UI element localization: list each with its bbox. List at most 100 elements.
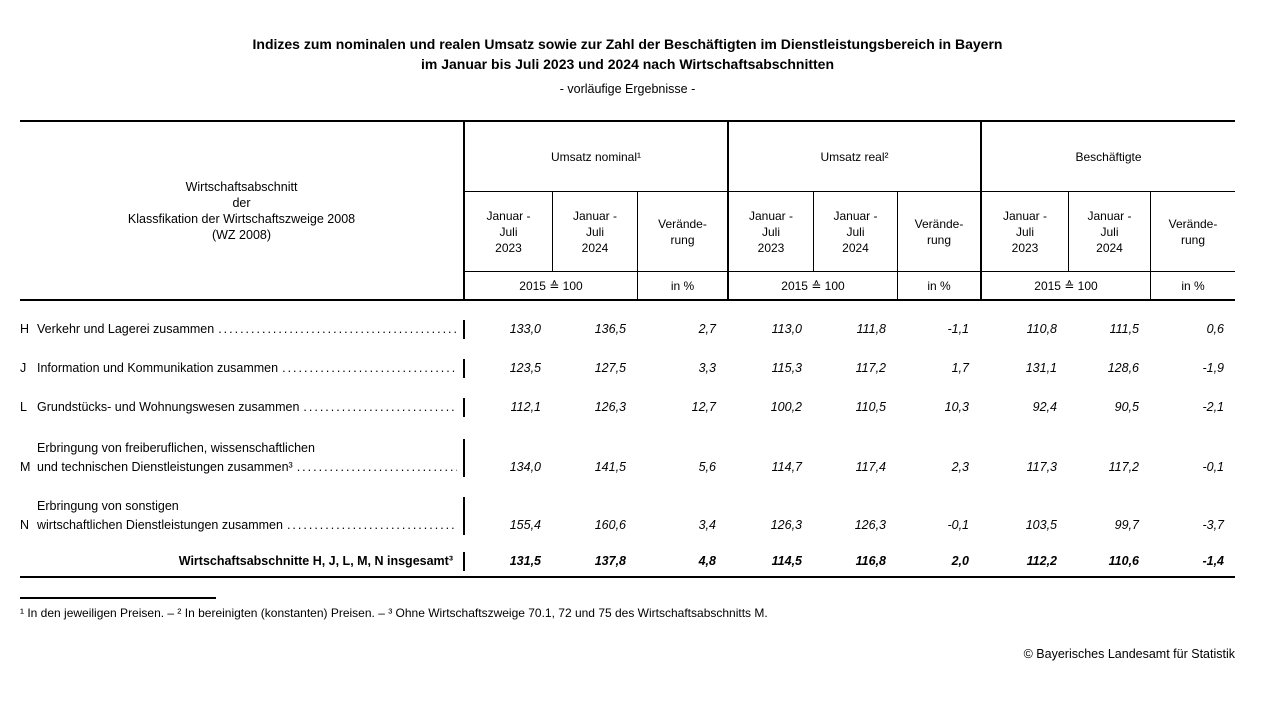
value-cell: -0,1	[1202, 460, 1224, 474]
row-label: Erbringung von sonstigen wirtschaftliche…	[37, 497, 463, 535]
value-cell: 123,5	[509, 361, 541, 375]
value-cell: 103,5	[1025, 518, 1057, 532]
value-cell: 110,5	[855, 400, 886, 414]
value-cell: -0,1	[947, 518, 969, 532]
value-cell: 126,3	[770, 518, 802, 532]
row-values: 133,0 136,5 2,7 113,0 111,8 -1,1 110,8 1…	[465, 320, 1235, 339]
value-cell: 128,6	[1107, 361, 1139, 375]
unit-besch-index: 2015 ≙ 100	[980, 272, 1150, 299]
stub-header: Wirtschaftsabschnitt der Klassfikation d…	[20, 122, 465, 299]
value-cell: 117,2	[1108, 460, 1139, 474]
value-cell: 110,8	[1026, 322, 1057, 336]
value-cell: 111,8	[856, 322, 886, 336]
dot-leader	[303, 398, 457, 417]
dot-leader	[218, 320, 457, 339]
row-label: Information und Kommunikation zusammen	[37, 359, 463, 378]
value-cell: 5,6	[698, 460, 716, 474]
row-label-cell: J Information und Kommunikation zusammen	[20, 359, 465, 378]
table-row-l: L Grundstücks- und Wohnungswesen zusamme…	[20, 386, 1235, 425]
row-values: 123,5 127,5 3,3 115,3 117,2 1,7 131,1 12…	[465, 359, 1235, 378]
copyright-notice: © Bayerisches Landesamt für Statistik	[1023, 647, 1235, 661]
table-header: Wirtschaftsabschnitt der Klassfikation d…	[20, 120, 1235, 301]
value-cell: 10,3	[944, 400, 969, 414]
footnote-divider	[20, 597, 216, 599]
row-label-cell: M Erbringung von freiberuflichen, wissen…	[20, 439, 465, 477]
value-cell: 2,0	[951, 554, 969, 568]
row-label-text-2: wirtschaftlichen Dienstleistungen zusamm…	[37, 518, 283, 532]
value-cell: 117,2	[855, 361, 886, 375]
col-header-besch-2023: Januar - Juli 2023	[980, 192, 1068, 272]
value-cell: 137,8	[594, 554, 626, 568]
value-cell: -1,4	[1202, 554, 1224, 568]
col-header-real-2023: Januar - Juli 2023	[727, 192, 813, 272]
row-label-cell: N Erbringung von sonstigen wirtschaftlic…	[20, 497, 465, 535]
row-label: Erbringung von freiberuflichen, wissensc…	[37, 439, 463, 477]
value-cell: 115,3	[771, 361, 802, 375]
value-cell: 134,0	[509, 460, 541, 474]
value-cell: 1,7	[951, 361, 969, 375]
value-cell: -1,9	[1202, 361, 1224, 375]
row-label-text: Information und Kommunikation zusammen	[37, 361, 279, 375]
unit-real-percent: in %	[897, 272, 980, 299]
row-label-cell: L Grundstücks- und Wohnungswesen zusamme…	[20, 398, 465, 417]
value-cell: -1,1	[947, 322, 969, 336]
row-values: 134,0 141,5 5,6 114,7 117,4 2,3 117,3 11…	[465, 458, 1235, 477]
unit-real-index: 2015 ≙ 100	[727, 272, 897, 299]
value-cell: -2,1	[1202, 400, 1224, 414]
col-header-nominal-2023: Januar - Juli 2023	[465, 192, 552, 272]
page-subtitle: - vorläufige Ergebnisse -	[559, 82, 696, 96]
value-cell: 136,5	[594, 322, 626, 336]
col-header-nominal-change: Verände- rung	[637, 192, 727, 272]
section-letter: H	[20, 322, 30, 336]
value-cell: 3,4	[698, 518, 716, 532]
value-cell: 114,7	[771, 460, 802, 474]
row-label-text: Verkehr und Lagerei zusammen	[37, 322, 215, 336]
value-cell: 99,7	[1114, 518, 1139, 532]
value-cell: 12,7	[691, 400, 716, 414]
row-label-text-2: und technischen Dienstleistungen zusamme…	[37, 460, 293, 474]
col-header-real-2024: Januar - Juli 2024	[813, 192, 897, 272]
value-cell: 141,5	[594, 460, 626, 474]
row-label-text: Erbringung von freiberuflichen, wissensc…	[37, 441, 315, 455]
col-header-besch-change: Verände- rung	[1150, 192, 1235, 272]
section-letter: N	[20, 518, 30, 532]
value-cell: 131,1	[1025, 361, 1057, 375]
value-cell: 112,2	[1026, 554, 1057, 568]
value-cell: 2,3	[951, 460, 969, 474]
group-header-beschaeftigte: Beschäftigte	[980, 122, 1235, 192]
table-row-n: N Erbringung von sonstigen wirtschaftlic…	[20, 485, 1235, 543]
unit-nominal-percent: in %	[637, 272, 727, 299]
table-row-h: H Verkehr und Lagerei zusammen 133,0 136…	[20, 301, 1235, 347]
value-cell: 127,5	[594, 361, 626, 375]
value-cell: 113,0	[771, 322, 802, 336]
value-cell: 0,6	[1206, 322, 1224, 336]
footnote: ¹ In den jeweiligen Preisen. – ² In bere…	[20, 606, 768, 620]
page-title-line-1: Indizes zum nominalen und realen Umsatz …	[252, 36, 1003, 52]
col-header-besch-2024: Januar - Juli 2024	[1068, 192, 1150, 272]
section-letter: M	[20, 460, 31, 474]
row-label-cell: Wirtschaftsabschnitte H, J, L, M, N insg…	[20, 552, 465, 571]
value-cell: 111,5	[1109, 322, 1139, 336]
row-label: Grundstücks- und Wohnungswesen zusammen	[37, 398, 463, 417]
table-row-j: J Information und Kommunikation zusammen…	[20, 347, 1235, 386]
title-block: Indizes zum nominalen und realen Umsatz …	[20, 0, 1235, 98]
value-cell: 116,8	[855, 554, 886, 568]
value-cell: 110,6	[1108, 554, 1139, 568]
value-cell: 117,3	[1026, 460, 1057, 474]
value-cell: 4,8	[698, 554, 716, 568]
value-cell: 3,3	[698, 361, 716, 375]
row-label: Verkehr und Lagerei zusammen	[37, 320, 463, 339]
value-cell: -3,7	[1202, 518, 1224, 532]
table-row-total: Wirtschaftsabschnitte H, J, L, M, N insg…	[20, 543, 1235, 576]
row-values: 112,1 126,3 12,7 100,2 110,5 10,3 92,4 9…	[465, 398, 1235, 417]
unit-besch-percent: in %	[1150, 272, 1235, 299]
value-cell: 126,3	[594, 400, 626, 414]
value-cell: 155,4	[509, 518, 541, 532]
row-label-text: Erbringung von sonstigen	[37, 499, 179, 513]
value-cell: 90,5	[1114, 400, 1139, 414]
section-letter: J	[20, 361, 27, 375]
col-header-real-change: Verände- rung	[897, 192, 980, 272]
section-letter: L	[20, 400, 27, 414]
value-cell: 133,0	[509, 322, 541, 336]
